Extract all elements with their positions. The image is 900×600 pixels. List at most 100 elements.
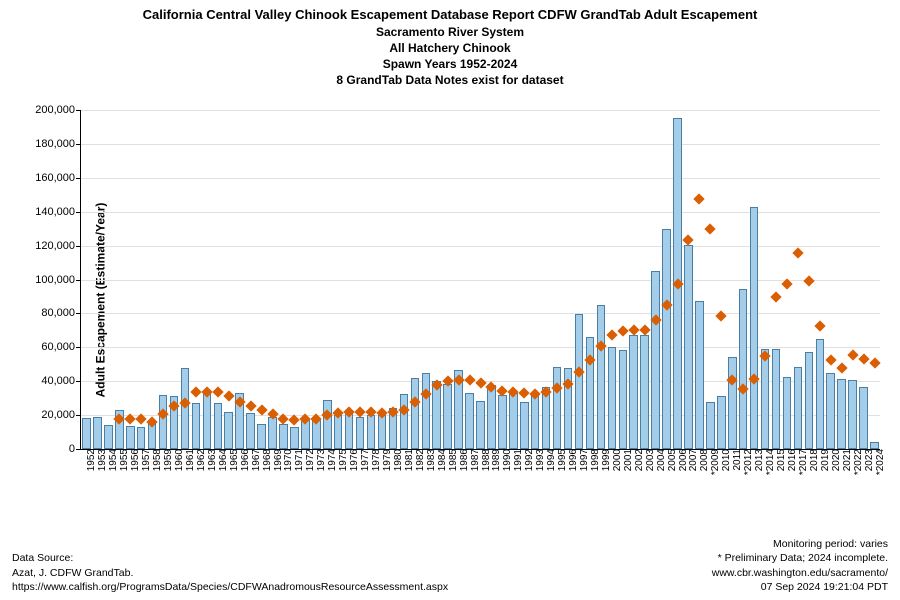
xtick-label: 2000 (612, 449, 623, 471)
xtick-label: 1963 (207, 449, 218, 471)
bar (126, 426, 135, 449)
bar (662, 229, 671, 449)
bar (651, 271, 660, 449)
bar (367, 415, 376, 449)
bar (826, 373, 835, 449)
xtick-label: 1976 (349, 449, 360, 471)
bar (575, 314, 584, 449)
monitoring-period: Monitoring period: varies (712, 537, 888, 551)
xtick-label: *2014 (765, 449, 776, 475)
title-sub4: 8 GrandTab Data Notes exist for dataset (0, 72, 900, 88)
bar (695, 301, 704, 449)
ytick-label: 160,000 (35, 172, 81, 184)
bar (290, 427, 299, 449)
xtick-label: 1967 (251, 449, 262, 471)
xtick-label: 1970 (283, 449, 294, 471)
series-marker (628, 325, 639, 336)
bar (728, 357, 737, 449)
xtick-label: 1988 (481, 449, 492, 471)
site-url: www.cbr.washington.edu/sacramento/ (712, 566, 888, 580)
title-main: California Central Valley Chinook Escape… (0, 6, 900, 24)
xtick-label: 1995 (557, 449, 568, 471)
bar (465, 393, 474, 449)
chart-titles: California Central Valley Chinook Escape… (0, 0, 900, 88)
gridline (81, 246, 880, 247)
bar (378, 415, 387, 449)
data-source-label: Data Source: (12, 551, 448, 565)
bar (859, 387, 868, 449)
bar (805, 352, 814, 449)
ytick-label: 140,000 (35, 206, 81, 218)
ytick-label: 180,000 (35, 138, 81, 150)
xtick-label: 1989 (491, 449, 502, 471)
bar (509, 393, 518, 449)
plot-area: 020,00040,00060,00080,000100,000120,0001… (80, 110, 880, 450)
series-marker (289, 415, 300, 426)
series-marker (694, 193, 705, 204)
gridline (81, 110, 880, 111)
xtick-label: 2015 (776, 449, 787, 471)
chart-area: Adult Escapement (Estimate/Year) 020,000… (0, 110, 900, 490)
ytick-label: 40,000 (41, 375, 81, 387)
ytick-label: 100,000 (35, 274, 81, 286)
bar (794, 367, 803, 449)
xtick-label: *2012 (743, 449, 754, 475)
bar (93, 417, 102, 449)
gridline (81, 212, 880, 213)
series-marker (617, 326, 628, 337)
series-marker (464, 375, 475, 386)
xtick-label: 1996 (568, 449, 579, 471)
bar (356, 417, 365, 449)
bar (192, 403, 201, 449)
series-marker (606, 329, 617, 340)
bar (82, 418, 91, 449)
bar (159, 395, 168, 449)
xtick-label: 1958 (152, 449, 163, 471)
xtick-label: 1990 (502, 449, 513, 471)
bar (104, 425, 113, 449)
gridline (81, 280, 880, 281)
xtick-label: 1956 (130, 449, 141, 471)
xtick-label: 1964 (218, 449, 229, 471)
xtick-label: 2013 (754, 449, 765, 471)
bar (739, 289, 748, 449)
series-marker (847, 349, 858, 360)
bar (246, 413, 255, 449)
source-url: https://www.calfish.org/ProgramsData/Spe… (12, 580, 448, 594)
xtick-label: 1986 (459, 449, 470, 471)
xtick-label: 1969 (273, 449, 284, 471)
xtick-label: *2009 (710, 449, 721, 475)
bar (597, 305, 606, 449)
xtick-label: 1980 (393, 449, 404, 471)
bar (400, 394, 409, 449)
ytick-label: 120,000 (35, 240, 81, 252)
bar (487, 385, 496, 449)
bar (411, 378, 420, 449)
bar (608, 347, 617, 449)
xtick-label: 1952 (86, 449, 97, 471)
bar (323, 400, 332, 449)
xtick-label: 1966 (240, 449, 251, 471)
xtick-label: 1954 (108, 449, 119, 471)
xtick-label: 1975 (338, 449, 349, 471)
bar (443, 384, 452, 449)
xtick-label: 1992 (524, 449, 535, 471)
xtick-label: 2007 (688, 449, 699, 471)
xtick-label: 2005 (667, 449, 678, 471)
bar (706, 402, 715, 449)
bar (816, 339, 825, 449)
xtick-label: 2011 (732, 449, 743, 471)
xtick-label: 1999 (601, 449, 612, 471)
series-marker (223, 391, 234, 402)
xtick-label: 2020 (831, 449, 842, 471)
bar (684, 245, 693, 449)
xtick-label: 2003 (645, 449, 656, 471)
series-marker (190, 387, 201, 398)
xtick-label: 1959 (163, 449, 174, 471)
xtick-label: *2022 (853, 449, 864, 475)
xtick-label: 1985 (448, 449, 459, 471)
series-marker (705, 223, 716, 234)
bar (553, 367, 562, 449)
series-marker (803, 276, 814, 287)
xtick-label: 2006 (678, 449, 689, 471)
